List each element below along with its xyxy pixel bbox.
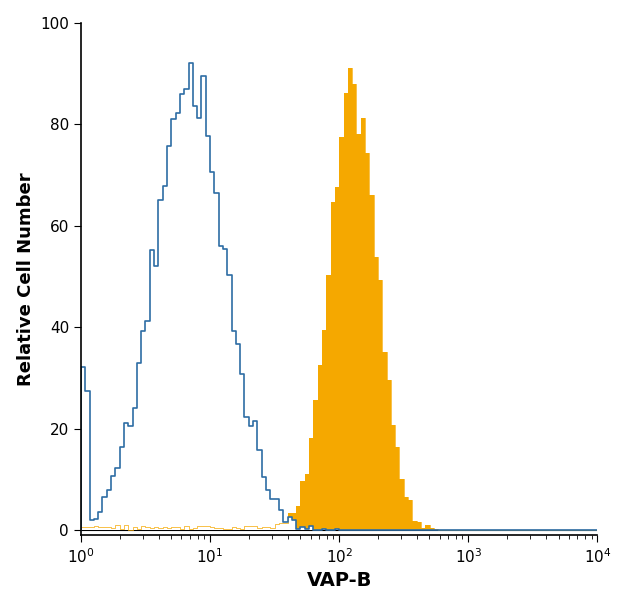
X-axis label: VAP-B: VAP-B: [306, 571, 372, 591]
Y-axis label: Relative Cell Number: Relative Cell Number: [17, 172, 35, 386]
